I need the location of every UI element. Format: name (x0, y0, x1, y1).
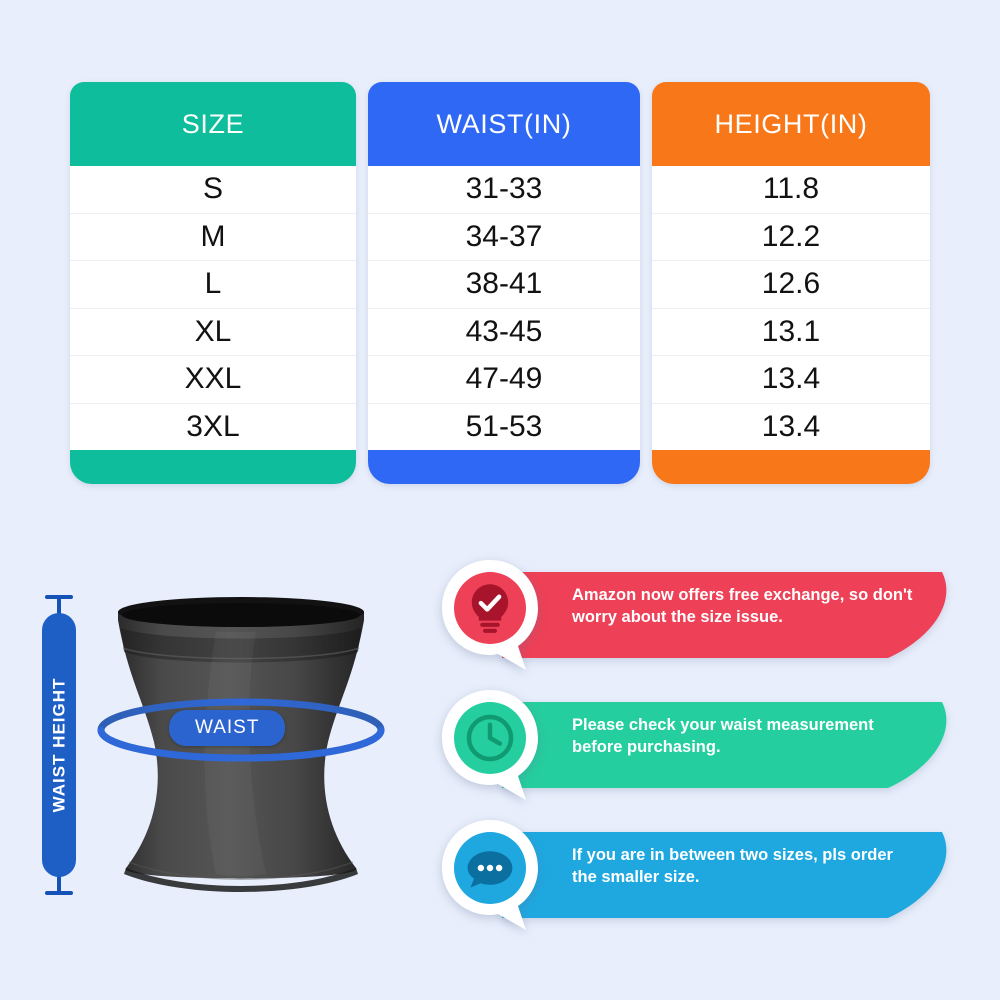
table-cell-waist: 31-33 (368, 166, 640, 214)
callout-text: If you are in between two sizes, pls ord… (572, 846, 893, 886)
product-diagram: WAIST HEIGHT (14, 560, 434, 980)
waist-height-label-pill: WAIST HEIGHT (42, 613, 76, 877)
waist-label-pill: WAIST (169, 710, 286, 746)
table-cell-size: XL (70, 308, 356, 356)
callout-badge (440, 558, 550, 674)
measure-tick-bottom (45, 891, 73, 895)
table-cell-waist: 47-49 (368, 356, 640, 404)
belt-top-seam (121, 628, 361, 663)
callout-banner (502, 702, 962, 788)
callout-item: Please check your waist measurement befo… (440, 688, 980, 804)
waist-height-measure-indicator: WAIST HEIGHT (42, 595, 76, 895)
clock-icon (462, 710, 518, 766)
table-cell-waist: 51-53 (368, 403, 640, 450)
belt-top-inner (122, 603, 360, 627)
belt-highlight (204, 632, 266, 877)
table-cell-waist: 38-41 (368, 261, 640, 309)
table-cell-size: S (70, 166, 356, 214)
table-cell-size: M (70, 213, 356, 261)
banner-shape (502, 832, 947, 918)
table-cell-height: 13.4 (652, 403, 930, 450)
table-cell-size: L (70, 261, 356, 309)
banner-shape (502, 702, 947, 788)
table-cell-height: 13.1 (652, 308, 930, 356)
table-cell-waist: 43-45 (368, 308, 640, 356)
column-footer-size (70, 450, 356, 484)
column-header-height: HEIGHT(IN) (652, 82, 930, 166)
column-footer-height (652, 450, 930, 484)
table-cell-waist: 34-37 (368, 213, 640, 261)
table-cell-height: 12.6 (652, 261, 930, 309)
lightbulb-check-icon (462, 580, 518, 636)
callout-item: Amazon now offers free exchange, so don'… (440, 558, 980, 674)
callout-text: Please check your waist measurement befo… (572, 716, 874, 756)
table-cell-size: 3XL (70, 403, 356, 450)
table-cell-height: 12.2 (652, 213, 930, 261)
callout-badge (440, 818, 550, 934)
table-column-waist: WAIST(IN) 31-33 34-37 38-41 43-45 47-49 … (368, 82, 640, 500)
belt-illustration (97, 597, 385, 892)
column-footer-waist (368, 450, 640, 484)
table-column-height: HEIGHT(IN) 11.8 12.2 12.6 13.1 13.4 13.4 (652, 82, 930, 500)
column-header-waist: WAIST(IN) (368, 82, 640, 166)
callout-badge (440, 688, 550, 804)
callout-text: Amazon now offers free exchange, so don'… (572, 586, 913, 626)
callout-banner (502, 832, 962, 918)
banner-shape (502, 572, 947, 658)
chat-bubble-dots-icon (462, 840, 518, 896)
waist-measure-ring-front (97, 726, 385, 762)
belt-hem-line (128, 861, 354, 880)
belt-bottom-hem (124, 868, 358, 892)
callout-banner (502, 572, 962, 658)
column-body-waist: 31-33 34-37 38-41 43-45 47-49 51-53 (368, 166, 640, 450)
table-cell-size: XXL (70, 356, 356, 404)
waist-trainer-belt-image (66, 582, 416, 922)
belt-seam-line (122, 647, 360, 660)
column-body-size: S M L XL XXL 3XL (70, 166, 356, 450)
callout-item: If you are in between two sizes, pls ord… (440, 818, 980, 934)
table-cell-height: 13.4 (652, 356, 930, 404)
table-column-size: SIZE S M L XL XXL 3XL (70, 82, 356, 500)
info-callout-list: Amazon now offers free exchange, so don'… (440, 558, 980, 958)
size-chart-table: SIZE S M L XL XXL 3XL WAIST(IN) 31-33 34… (70, 82, 930, 500)
column-body-height: 11.8 12.2 12.6 13.1 13.4 13.4 (652, 166, 930, 450)
table-cell-height: 11.8 (652, 166, 930, 214)
column-header-size: SIZE (70, 82, 356, 166)
